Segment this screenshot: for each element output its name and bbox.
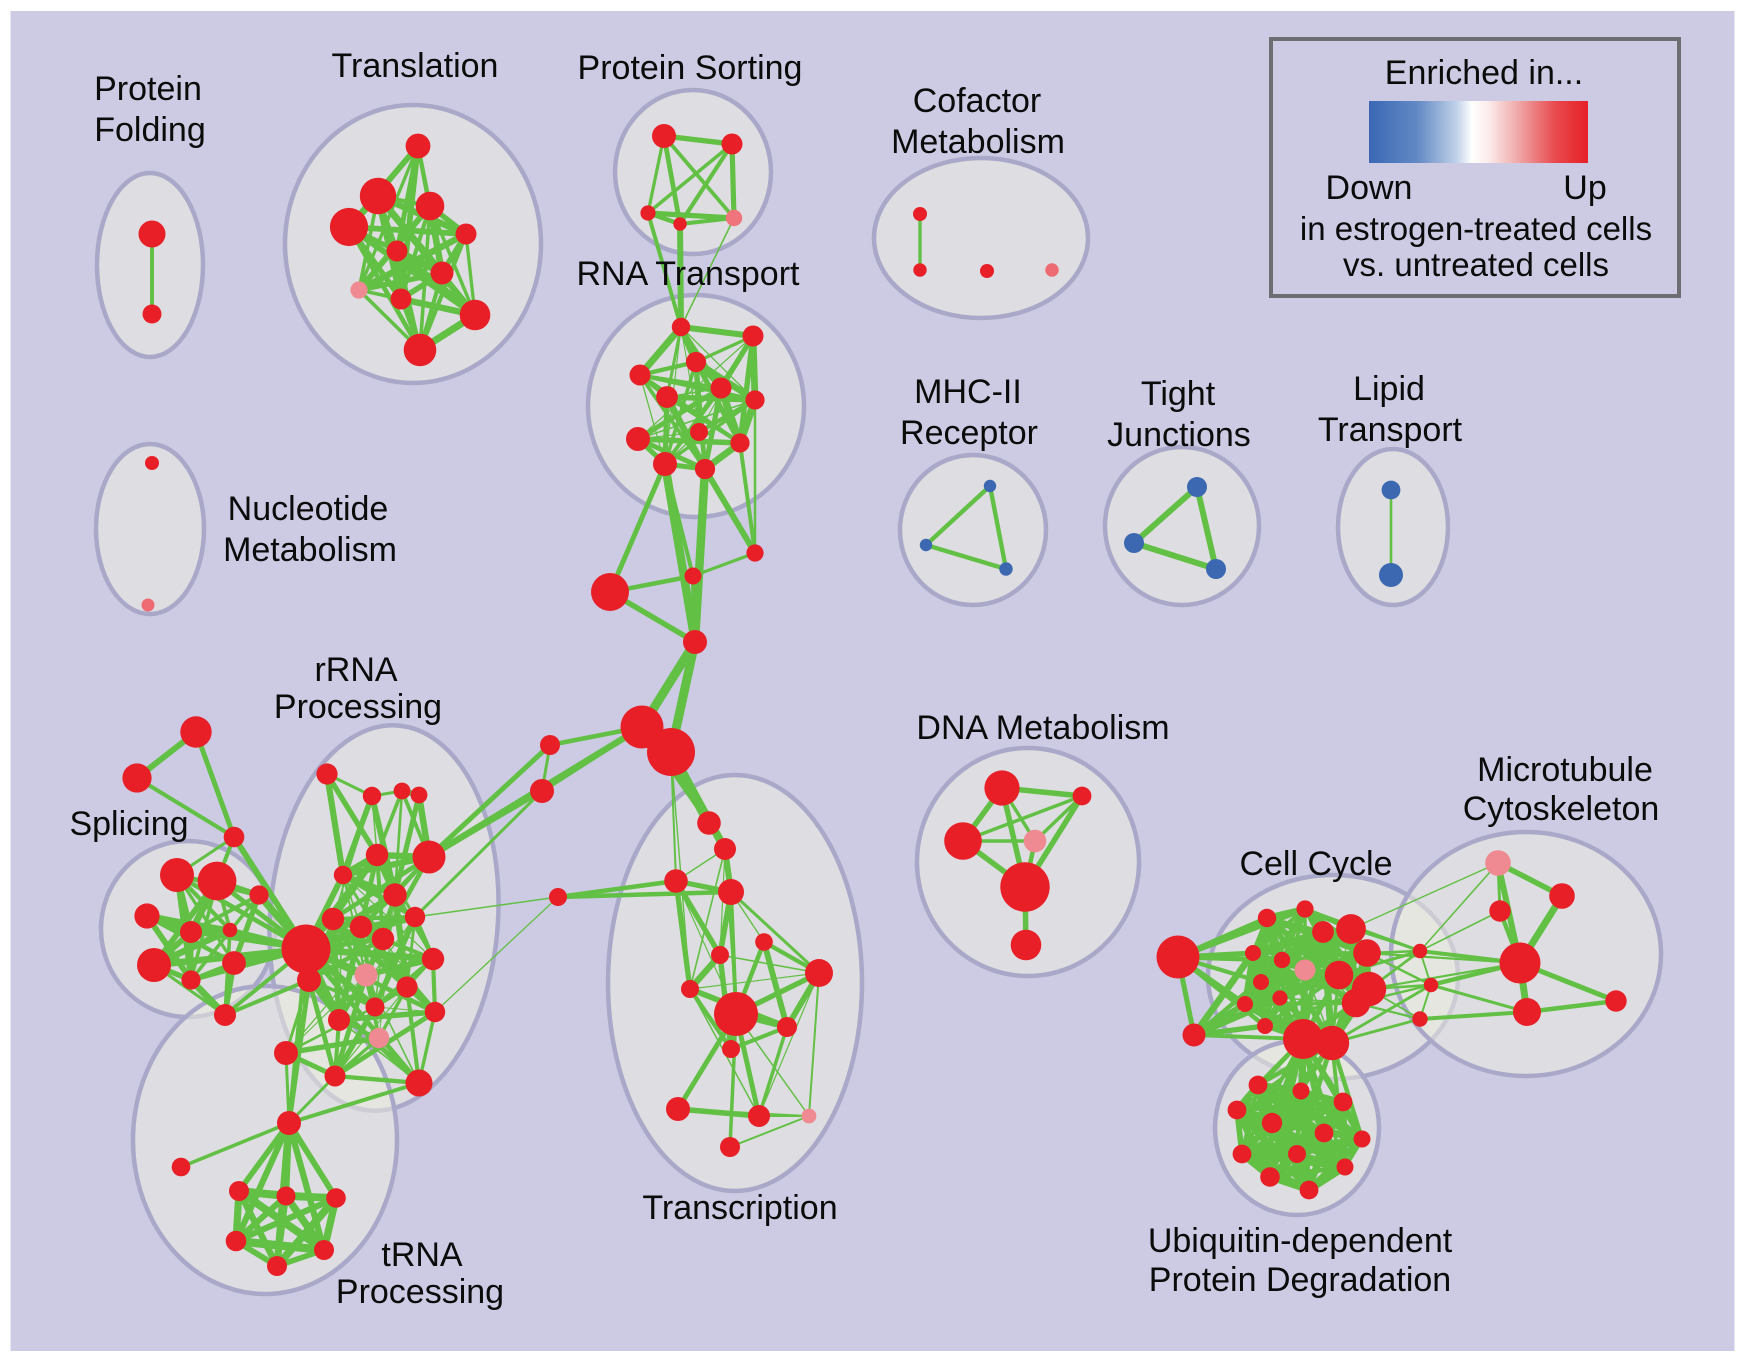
svg-text:in estrogen-treated cells: in estrogen-treated cells (1300, 210, 1652, 247)
svg-text:Translation: Translation (332, 47, 499, 85)
svg-text:Cytoskeleton: Cytoskeleton (1463, 790, 1660, 828)
svg-text:Transport: Transport (1318, 411, 1463, 449)
svg-text:RNA Transport: RNA Transport (577, 255, 801, 293)
svg-text:Cofactor: Cofactor (913, 82, 1042, 120)
svg-text:vs. untreated cells: vs. untreated cells (1343, 246, 1609, 283)
svg-text:Metabolism: Metabolism (891, 123, 1065, 161)
svg-text:Protein Degradation: Protein Degradation (1149, 1261, 1451, 1299)
svg-text:Processing: Processing (274, 688, 442, 726)
svg-text:Folding: Folding (94, 111, 206, 149)
svg-text:Protein Sorting: Protein Sorting (578, 49, 803, 87)
svg-text:Enriched in...: Enriched in... (1385, 54, 1583, 92)
svg-text:DNA Metabolism: DNA Metabolism (916, 709, 1169, 747)
svg-text:Transcription: Transcription (642, 1189, 837, 1227)
svg-text:Ubiquitin-dependent: Ubiquitin-dependent (1148, 1222, 1453, 1260)
svg-text:Up: Up (1563, 169, 1606, 207)
svg-text:rRNA: rRNA (314, 651, 397, 689)
svg-text:MHC-II: MHC-II (914, 373, 1022, 411)
svg-text:Junctions: Junctions (1107, 416, 1251, 454)
svg-text:Metabolism: Metabolism (223, 531, 397, 569)
svg-text:Nucleotide: Nucleotide (228, 490, 389, 528)
svg-text:Receptor: Receptor (900, 414, 1038, 452)
svg-text:tRNA: tRNA (381, 1236, 463, 1274)
svg-text:Cell Cycle: Cell Cycle (1239, 845, 1392, 883)
svg-text:Microtubule: Microtubule (1477, 751, 1653, 789)
svg-text:Splicing: Splicing (69, 805, 188, 843)
svg-text:Lipid: Lipid (1353, 370, 1425, 408)
svg-text:Tight: Tight (1141, 375, 1216, 413)
svg-text:Processing: Processing (336, 1273, 504, 1311)
svg-text:Down: Down (1326, 169, 1413, 207)
svg-text:Protein: Protein (94, 70, 202, 108)
